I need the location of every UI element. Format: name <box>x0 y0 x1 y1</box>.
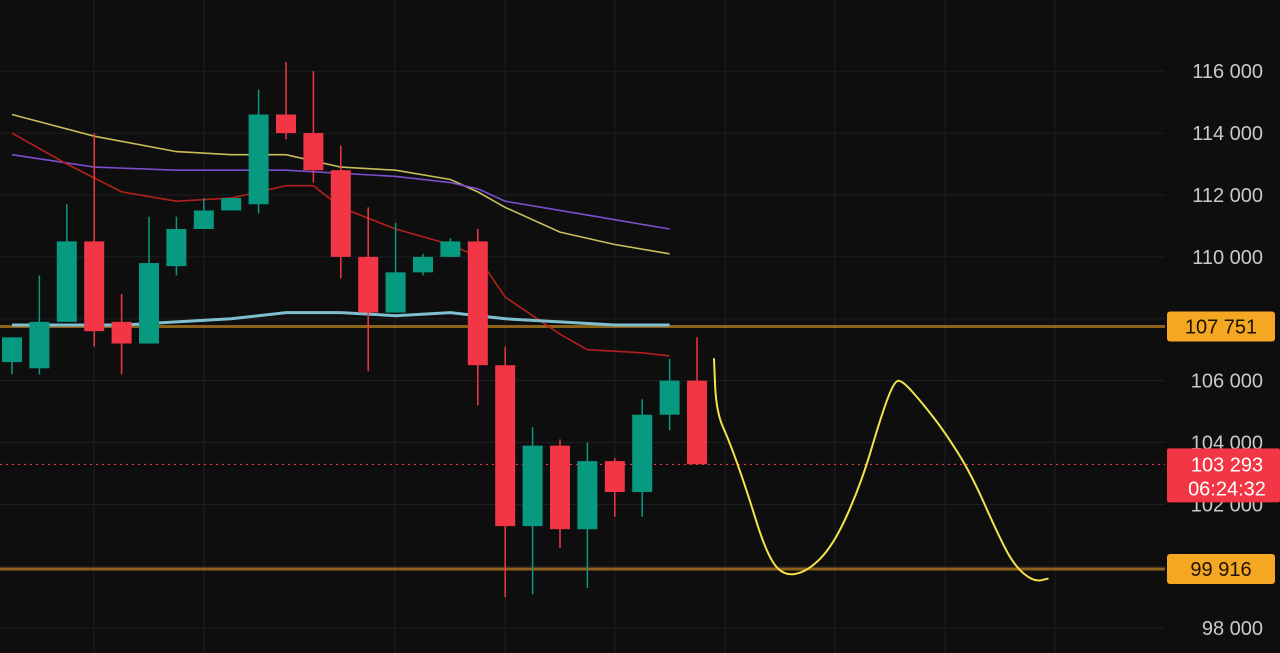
current-price-label: 103 293 <box>1191 454 1263 476</box>
price-tick-label: 106 000 <box>1191 371 1263 393</box>
projection-drawing[interactable] <box>713 358 1049 582</box>
candle-down[interactable] <box>550 439 570 548</box>
candle-body <box>495 365 516 527</box>
candle-down[interactable] <box>467 229 488 406</box>
level-price-tag <box>1167 311 1275 342</box>
level-price-tag <box>1167 553 1275 584</box>
candle-body <box>303 133 324 171</box>
candle-body <box>330 170 351 257</box>
moving-average-line <box>11 153 670 230</box>
candle-body <box>139 263 159 344</box>
candle-down[interactable] <box>111 294 132 375</box>
candle-up[interactable] <box>522 427 543 595</box>
candle-body <box>550 445 570 530</box>
level-price-label: 99 916 <box>1190 559 1251 581</box>
level-price-label: 107 751 <box>1185 316 1257 338</box>
current-price-tag <box>1167 448 1280 503</box>
candle-up[interactable] <box>632 399 653 517</box>
candle-body <box>84 241 105 332</box>
candle-up[interactable] <box>166 216 187 276</box>
candle-body <box>385 272 406 313</box>
candle-body <box>29 321 50 369</box>
candle-down[interactable] <box>303 71 324 183</box>
candle-body <box>2 337 22 363</box>
candle-up[interactable] <box>56 204 77 322</box>
price-tick-label: 114 000 <box>1192 123 1263 145</box>
candle-body <box>522 445 543 527</box>
moving-average-line <box>12 311 670 327</box>
candle-body <box>358 256 379 313</box>
candle-down[interactable] <box>495 346 516 598</box>
candle-up[interactable] <box>413 253 433 276</box>
candle-up[interactable] <box>2 337 22 375</box>
candle-body <box>248 114 269 205</box>
candle-body <box>577 461 598 530</box>
moving-average-line <box>11 113 670 255</box>
candle-up[interactable] <box>139 216 159 344</box>
candles[interactable] <box>2 61 707 598</box>
candle-down[interactable] <box>687 337 707 465</box>
price-tick-label: 98 000 <box>1202 618 1263 640</box>
candle-down[interactable] <box>276 61 296 140</box>
candle-down[interactable] <box>358 207 379 372</box>
candle-up[interactable] <box>248 89 269 214</box>
candle-down[interactable] <box>604 458 625 517</box>
candle-body <box>632 414 653 493</box>
candle-up[interactable] <box>659 358 680 431</box>
candle-body <box>276 114 296 134</box>
candle-body <box>193 210 214 230</box>
candle-body <box>659 380 680 415</box>
candle-up[interactable] <box>385 222 406 313</box>
candle-body <box>111 321 132 344</box>
candle-body <box>413 256 433 273</box>
projection-line[interactable] <box>713 358 1049 582</box>
price-tick-label: 112 000 <box>1192 185 1263 207</box>
candle-body <box>604 461 625 493</box>
candle-down[interactable] <box>84 133 105 347</box>
candle-up[interactable] <box>29 275 50 375</box>
candle-body <box>221 198 242 211</box>
price-tick-label: 110 000 <box>1192 247 1263 269</box>
candle-body <box>467 241 488 366</box>
candle-up[interactable] <box>193 198 214 230</box>
candle-up[interactable] <box>440 238 461 257</box>
candle-body <box>56 241 77 322</box>
countdown-label: 06:24:32 <box>1188 478 1266 500</box>
candle-down[interactable] <box>330 145 351 279</box>
candle-body <box>687 380 707 465</box>
candle-up[interactable] <box>221 198 242 211</box>
price-tick-label: 116 000 <box>1192 61 1263 83</box>
candle-body <box>440 241 461 257</box>
candle-up[interactable] <box>577 442 598 589</box>
candle-body <box>166 229 187 267</box>
